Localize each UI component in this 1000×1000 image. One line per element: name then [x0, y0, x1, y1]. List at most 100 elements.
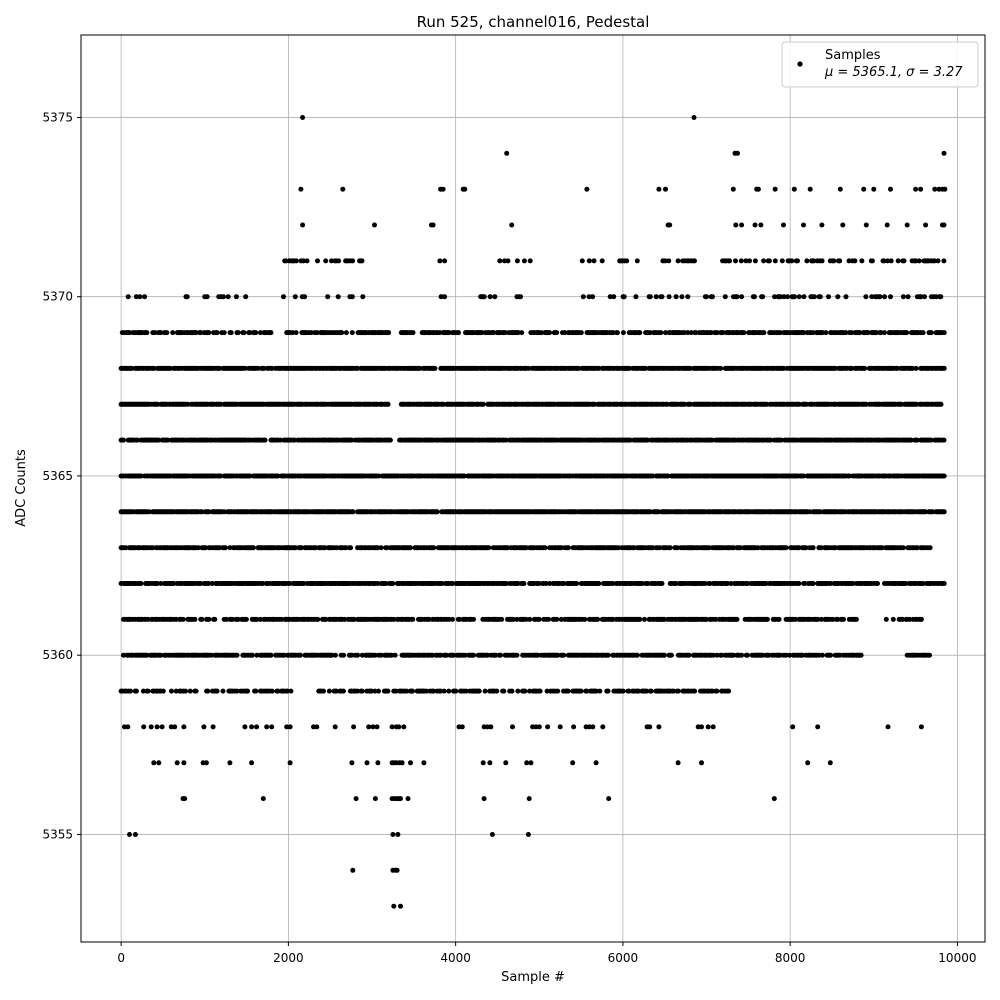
data-point	[817, 509, 823, 515]
data-point	[877, 294, 883, 300]
data-point	[914, 437, 920, 443]
data-point	[297, 652, 303, 658]
data-point	[708, 330, 714, 336]
data-point	[301, 581, 307, 586]
data-point	[817, 294, 823, 300]
data-point	[731, 545, 736, 551]
data-point	[688, 401, 693, 407]
data-point	[538, 330, 544, 336]
data-point	[348, 545, 354, 551]
data-point	[426, 616, 432, 622]
data-point	[611, 294, 617, 300]
data-point	[659, 294, 665, 300]
data-point	[801, 294, 807, 300]
data-point	[875, 581, 880, 586]
data-point	[376, 473, 382, 479]
data-point	[126, 330, 132, 336]
data-point	[432, 365, 438, 371]
data-point	[823, 330, 829, 336]
data-point	[761, 330, 767, 336]
data-point	[349, 330, 355, 336]
data-point	[206, 330, 212, 336]
data-point	[941, 365, 947, 371]
data-point	[802, 581, 808, 586]
data-point	[826, 294, 831, 300]
data-point	[941, 581, 947, 586]
data-point	[247, 330, 253, 336]
data-point	[193, 330, 199, 336]
data-point	[807, 509, 813, 515]
data-point	[610, 581, 616, 586]
data-point	[664, 401, 670, 407]
data-point	[793, 616, 798, 622]
data-point	[227, 545, 233, 551]
data-point	[389, 652, 395, 658]
data-point	[720, 330, 726, 336]
data-point	[235, 616, 241, 622]
data-point	[709, 294, 715, 300]
data-point	[918, 294, 924, 300]
data-point	[499, 616, 505, 622]
data-point	[350, 509, 356, 515]
data-point	[526, 365, 532, 371]
data-point	[217, 545, 222, 551]
data-point	[410, 330, 416, 336]
data-point	[894, 365, 900, 371]
data-point	[738, 545, 743, 551]
data-point	[928, 330, 934, 336]
data-point	[195, 545, 201, 551]
data-point	[667, 545, 673, 551]
data-point	[863, 401, 869, 407]
data-point	[832, 365, 838, 371]
data-point	[450, 581, 455, 586]
data-point	[281, 652, 287, 658]
data-point	[442, 294, 448, 300]
data-point	[914, 545, 920, 551]
data-point	[355, 365, 361, 371]
data-point	[384, 545, 390, 551]
data-point	[349, 437, 355, 443]
data-point	[158, 581, 164, 586]
data-point	[739, 294, 745, 300]
data-point	[165, 437, 171, 443]
data-point	[938, 294, 944, 300]
data-point	[810, 581, 816, 586]
data-point	[313, 545, 318, 551]
data-point	[293, 330, 299, 336]
data-point	[803, 545, 809, 551]
data-point	[810, 545, 816, 551]
data-point	[332, 652, 338, 658]
data-point	[437, 330, 443, 336]
data-point	[941, 330, 947, 336]
data-point	[121, 652, 126, 658]
data-point	[253, 330, 259, 336]
data-point	[650, 473, 656, 479]
data-point	[869, 294, 875, 300]
data-point	[713, 616, 719, 622]
data-point	[210, 581, 215, 586]
data-point	[688, 330, 694, 336]
data-point	[941, 509, 947, 515]
data-point	[832, 545, 838, 551]
data-point	[849, 330, 855, 336]
data-point	[164, 330, 170, 336]
data-point	[185, 401, 191, 407]
data-point	[339, 330, 345, 336]
data-point	[865, 330, 871, 336]
data-point	[781, 365, 787, 371]
data-point	[202, 545, 208, 551]
data-point	[607, 294, 613, 300]
data-point	[781, 294, 787, 300]
data-point	[693, 330, 699, 336]
data-point	[674, 545, 680, 551]
data-point	[527, 616, 533, 622]
data-point	[343, 330, 349, 336]
data-point	[643, 365, 649, 371]
data-point	[815, 616, 821, 622]
data-point	[519, 330, 525, 336]
data-point	[206, 581, 212, 586]
data-point	[235, 330, 241, 336]
data-point	[562, 330, 568, 336]
data-point	[144, 652, 150, 658]
data-point	[372, 652, 378, 658]
